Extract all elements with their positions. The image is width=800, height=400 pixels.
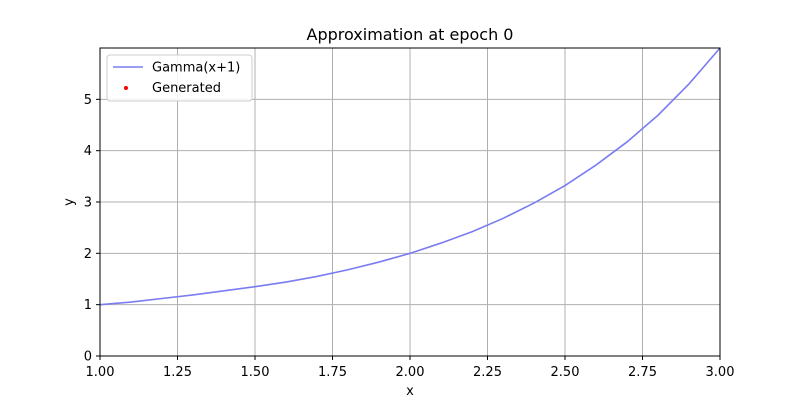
y-tick-label-3: 3 (84, 196, 92, 211)
x-tick-label-3: 1.75 (318, 365, 347, 380)
legend-label-generated: Generated (152, 81, 221, 96)
x-axis-label: x (406, 384, 414, 399)
chart-title: Approximation at epoch 0 (307, 25, 514, 44)
x-tick-label-4: 2.00 (396, 365, 425, 380)
y-tick-label-1: 1 (84, 298, 92, 313)
legend-label-gamma: Gamma(x+1) (152, 61, 240, 76)
y-tick-label-2: 2 (84, 247, 92, 262)
series-layer (99, 47, 721, 306)
y-tick-label-0: 0 (84, 350, 92, 365)
y-axis-label: y (62, 198, 77, 206)
x-tick-label-2: 1.50 (241, 365, 270, 380)
x-tick-label-1: 1.25 (163, 365, 192, 380)
y-tick-label-4: 4 (84, 144, 92, 159)
axes: 1.00 1.25 1.50 1.75 2.00 2.25 2.50 2.75 3.00 0 1 2 3… (84, 47, 735, 380)
y-tick-label-5: 5 (84, 93, 92, 108)
x-tick-label-0: 1.00 (86, 365, 115, 380)
x-tick-label-8: 3.00 (706, 365, 735, 380)
x-tick-label-5: 2.25 (473, 365, 502, 380)
x-tick-label-6: 2.50 (551, 365, 580, 380)
legend-dot-swatch (124, 86, 128, 90)
legend-box (106, 54, 253, 102)
legend: Gamma(x+1) Generated (106, 54, 253, 102)
series-line-0 (99, 47, 721, 306)
x-tick-label-7: 2.75 (628, 365, 657, 380)
